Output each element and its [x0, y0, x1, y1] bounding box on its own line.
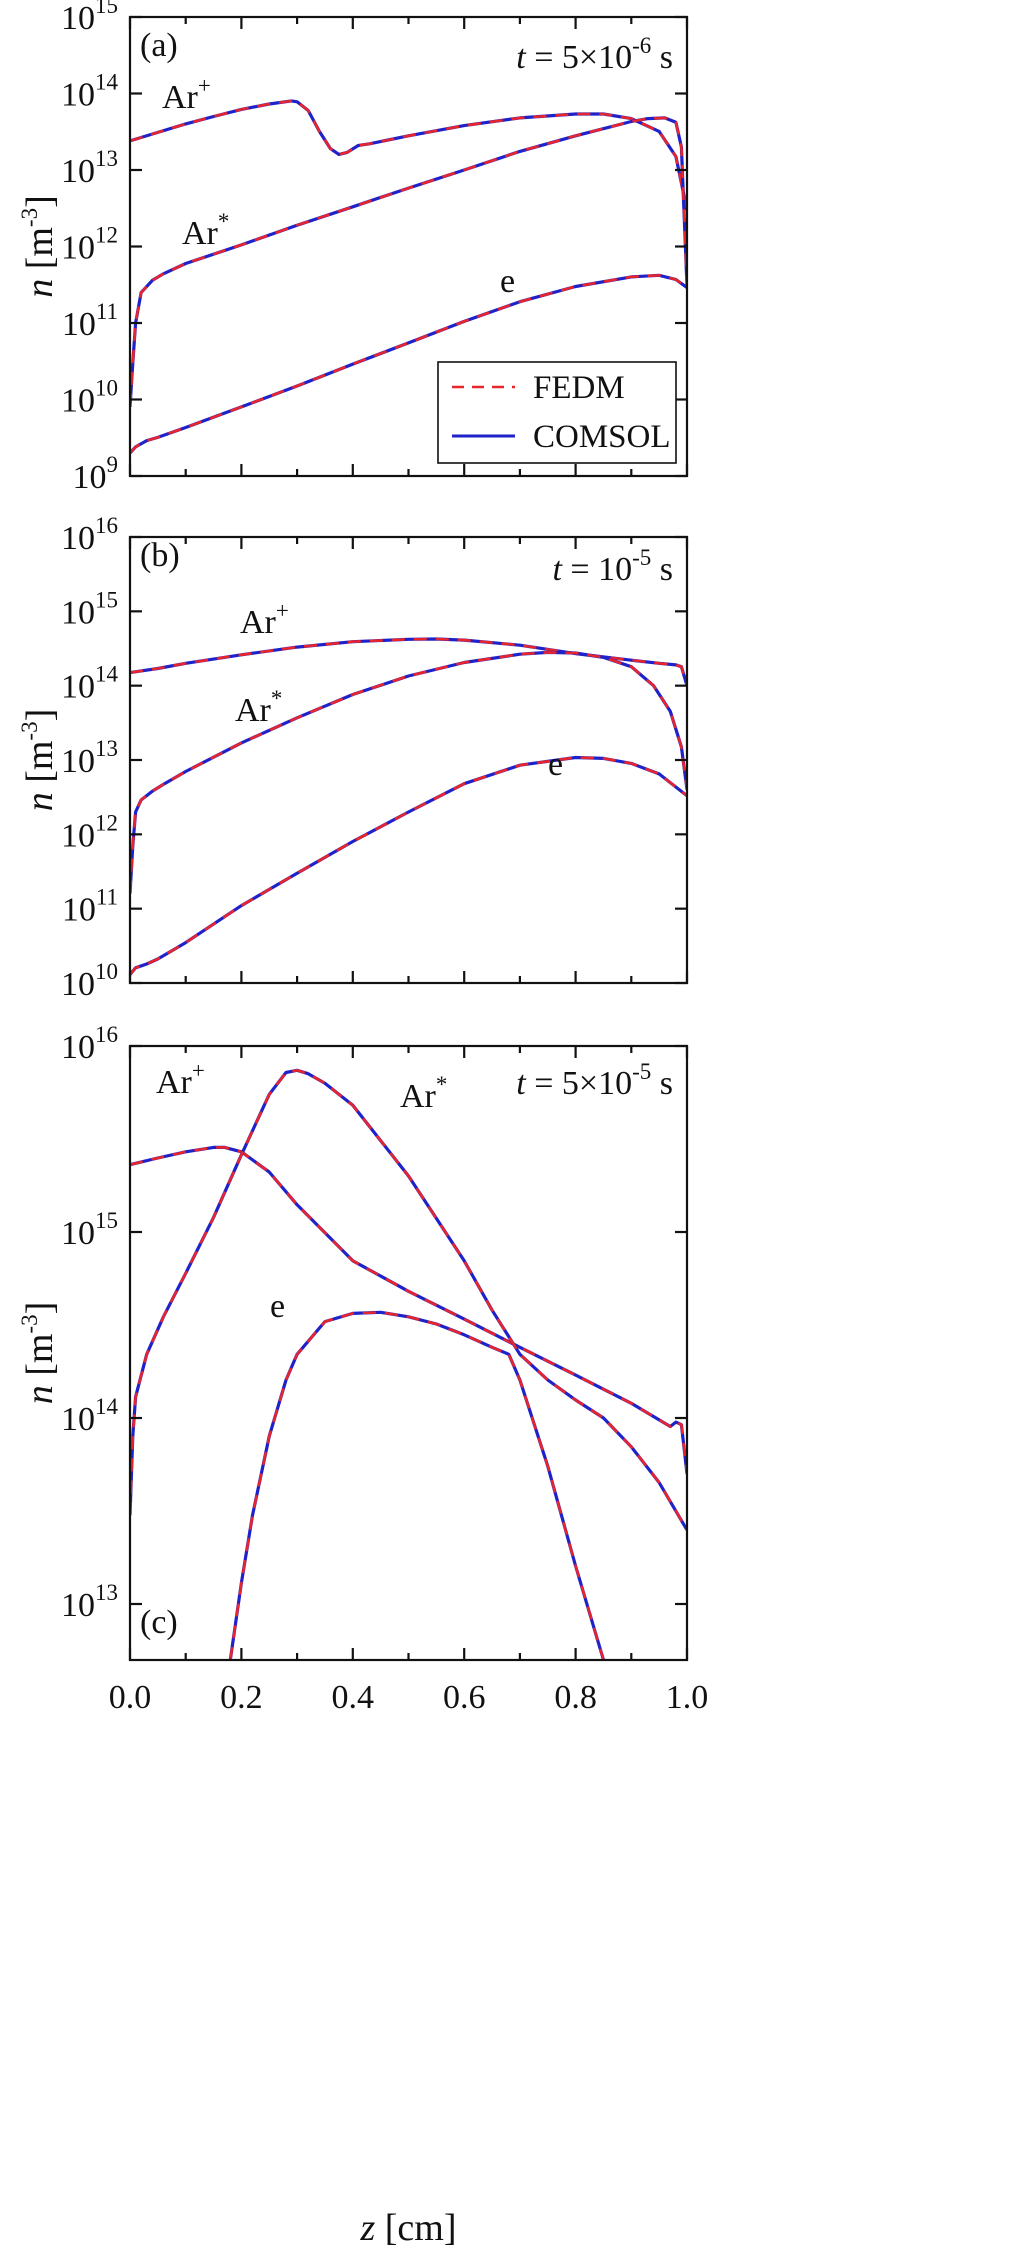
x-tick-label: 1.0 — [666, 1679, 709, 1716]
panel-label: (a) — [140, 27, 178, 64]
legend-label-fedm: FEDM — [533, 370, 625, 406]
y-tick-label: 109 — [73, 452, 119, 496]
y-tick-label: 1013 — [61, 1580, 118, 1624]
series-line-fedm-Ar* — [130, 651, 687, 894]
x-tick-label: 0.4 — [332, 1679, 375, 1716]
y-tick-label: 1014 — [61, 662, 119, 706]
series-line-comsol-Ar+ — [130, 99, 687, 211]
time-annotation: t = 5×10-5 s — [516, 1059, 673, 1102]
series-line-fedm-e — [130, 756, 687, 976]
y-axis-label: n [m-3] — [17, 709, 61, 812]
series-line-comsol-Ar+ — [130, 1145, 687, 1475]
y-axis-label: n [m-3] — [17, 195, 61, 298]
curve-label-Ar*: Ar* — [182, 209, 229, 252]
x-tick-label: 0.6 — [443, 1679, 486, 1716]
series-line-fedm-e — [229, 1310, 605, 1660]
curves — [130, 99, 687, 455]
x-axis-label: z [cm] — [359, 2207, 456, 2249]
curves — [130, 1068, 687, 1660]
y-tick-label: 1011 — [62, 299, 118, 343]
curve-label-Ar*: Ar* — [400, 1072, 447, 1115]
series-line-fedm-Ar+ — [130, 1146, 687, 1475]
y-tick-label: 1016 — [61, 1022, 118, 1066]
series-line-fedm-Ar+ — [130, 637, 687, 687]
y-tick-label: 1012 — [61, 223, 118, 267]
series-line-fedm-Ar* — [130, 1068, 687, 1531]
plot-frame — [128, 1044, 689, 1662]
y-tick-label: 1010 — [61, 959, 118, 1003]
curve-label-e: e — [548, 746, 563, 783]
curve-label-e: e — [500, 263, 515, 300]
x-tick-label: 0.2 — [220, 1679, 263, 1716]
y-tick-label: 1011 — [62, 885, 118, 929]
curve-label-Ar+: Ar+ — [240, 598, 289, 641]
chart-panel-c: 1013 1014 1015 1016 n [m-3] (c) t = 5×10-5 s Ar… — [17, 1022, 708, 2249]
series-line-fedm-Ar* — [130, 116, 687, 407]
time-annotation: t = 10-5 s — [552, 545, 673, 588]
y-tick-label: 1013 — [61, 736, 118, 780]
panel-label: (b) — [140, 537, 180, 574]
chart-panel-b: 1010 1011 1012 1013 1014 1015 1016 n [m-3] (b) t … — [17, 513, 689, 1003]
y-tick-label: 1010 — [61, 376, 118, 420]
y-tick-label: 1012 — [61, 810, 118, 854]
series-line-comsol-Ar+ — [130, 637, 687, 687]
curves — [130, 637, 687, 976]
y-tick-label: 1014 — [61, 70, 119, 114]
time-annotation: t = 5×10-6 s — [516, 33, 673, 76]
y-tick-label: 1016 — [61, 513, 118, 557]
panel-label: (c) — [140, 1604, 178, 1641]
y-tick-label: 1015 — [61, 587, 118, 631]
legend-label-comsol: COMSOL — [533, 419, 671, 455]
series-line-fedm-Ar+ — [130, 99, 687, 211]
curve-label-e: e — [270, 1288, 285, 1325]
series-line-comsol-e — [130, 755, 687, 976]
curve-label-Ar+: Ar+ — [156, 1058, 205, 1101]
y-tick-label: 1015 — [61, 1208, 118, 1252]
legend-box — [437, 361, 677, 464]
chart-panel-a: 109 1010 1011 1012 1013 1014 1015 n [m-3] (a) t =… — [17, 0, 689, 496]
y-axis-label: n [m-3] — [17, 1302, 61, 1405]
series-line-comsol-Ar* — [130, 650, 687, 894]
curve-label-Ar+: Ar+ — [162, 73, 211, 116]
x-tick-label: 0.0 — [109, 1679, 152, 1716]
series-line-comsol-e — [228, 1310, 606, 1660]
series-line-fedm-e — [130, 273, 687, 454]
x-tick-label: 0.8 — [554, 1679, 597, 1716]
y-tick-label: 1013 — [61, 146, 118, 190]
curve-label-Ar*: Ar* — [235, 686, 282, 729]
series-line-comsol-Ar* — [130, 1068, 687, 1531]
y-tick-label: 1015 — [61, 0, 118, 37]
y-tick-label: 1014 — [61, 1394, 119, 1438]
legend: FEDM COMSOL — [437, 361, 677, 464]
